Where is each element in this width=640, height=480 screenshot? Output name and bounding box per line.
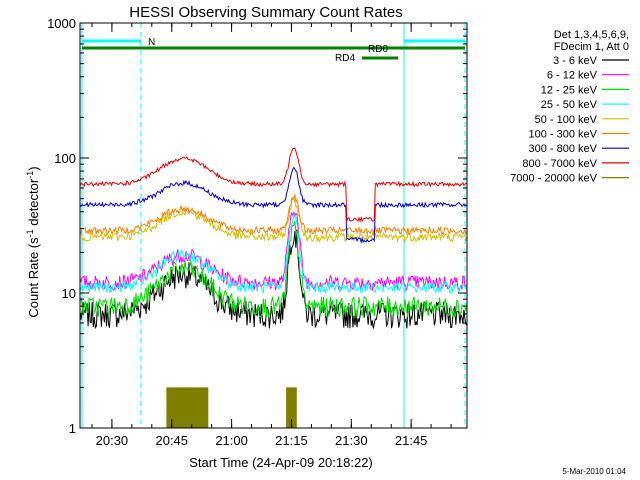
series-line bbox=[79, 210, 468, 292]
series-bursts bbox=[286, 387, 297, 428]
legend: Det 1,3,4,5,6,9,FDecim 1, Att 0 3 - 6 keV… bbox=[510, 29, 629, 185]
flag-rd0-label: RD0 bbox=[368, 44, 388, 55]
x-tick-label: 21:15 bbox=[275, 433, 308, 448]
y-tick-label: 10 bbox=[62, 286, 76, 301]
plot-area bbox=[79, 23, 468, 428]
series-line bbox=[79, 229, 468, 330]
y-tick-label: 100 bbox=[54, 151, 76, 166]
x-tick-label: 21:30 bbox=[335, 433, 368, 448]
flag-n-label: N bbox=[148, 37, 155, 48]
legend-label: 7000 - 20000 keV bbox=[510, 173, 598, 185]
legend-label: 6 - 12 keV bbox=[547, 70, 598, 82]
series-line bbox=[80, 196, 468, 244]
plot-frame bbox=[79, 22, 468, 429]
legend-label: 100 - 300 keV bbox=[529, 129, 598, 141]
series-line bbox=[79, 213, 468, 295]
x-axis-label: Start Time (24-Apr-09 20:18:22) bbox=[189, 455, 373, 470]
legend-label: 25 - 50 keV bbox=[541, 99, 598, 111]
legend-label: 300 - 800 keV bbox=[529, 143, 598, 155]
series-bursts bbox=[166, 387, 209, 428]
x-tick-label: 21:45 bbox=[395, 433, 428, 448]
chart-title: HESSI Observing Summary Count Rates bbox=[129, 4, 402, 21]
legend-label: 800 - 7000 keV bbox=[522, 158, 597, 170]
legend-label: 50 - 100 keV bbox=[535, 114, 598, 126]
series-line bbox=[79, 166, 468, 245]
axes: 1 10 100 1000 20:30 20:45 21:00 21:15 21:30 21:45 bbox=[47, 16, 468, 448]
x-tick-label: 20:45 bbox=[155, 433, 188, 448]
series-line bbox=[79, 220, 468, 319]
y-axis-label: Count Rate (s-1 detector-1) bbox=[25, 166, 41, 317]
x-tick-label: 20:30 bbox=[96, 433, 129, 448]
x-tick-label: 21:00 bbox=[215, 433, 248, 448]
legend-header: Det 1,3,4,5,6,9, bbox=[554, 29, 629, 41]
y-tick-label: 1000 bbox=[47, 16, 76, 31]
flag-rd4-label: RD4 bbox=[335, 53, 355, 64]
flag-bars: N RD0 RD4 bbox=[82, 37, 465, 64]
series-line bbox=[79, 147, 468, 223]
legend-label: 3 - 6 keV bbox=[553, 55, 598, 67]
legend-header: FDecim 1, Att 0 bbox=[554, 41, 629, 53]
legend-label: 12 - 25 keV bbox=[541, 84, 598, 96]
y-tick-label: 1 bbox=[69, 421, 76, 436]
footer-timestamp: 5-Mar-2010 01:04 bbox=[562, 467, 626, 476]
series-line bbox=[79, 194, 468, 236]
